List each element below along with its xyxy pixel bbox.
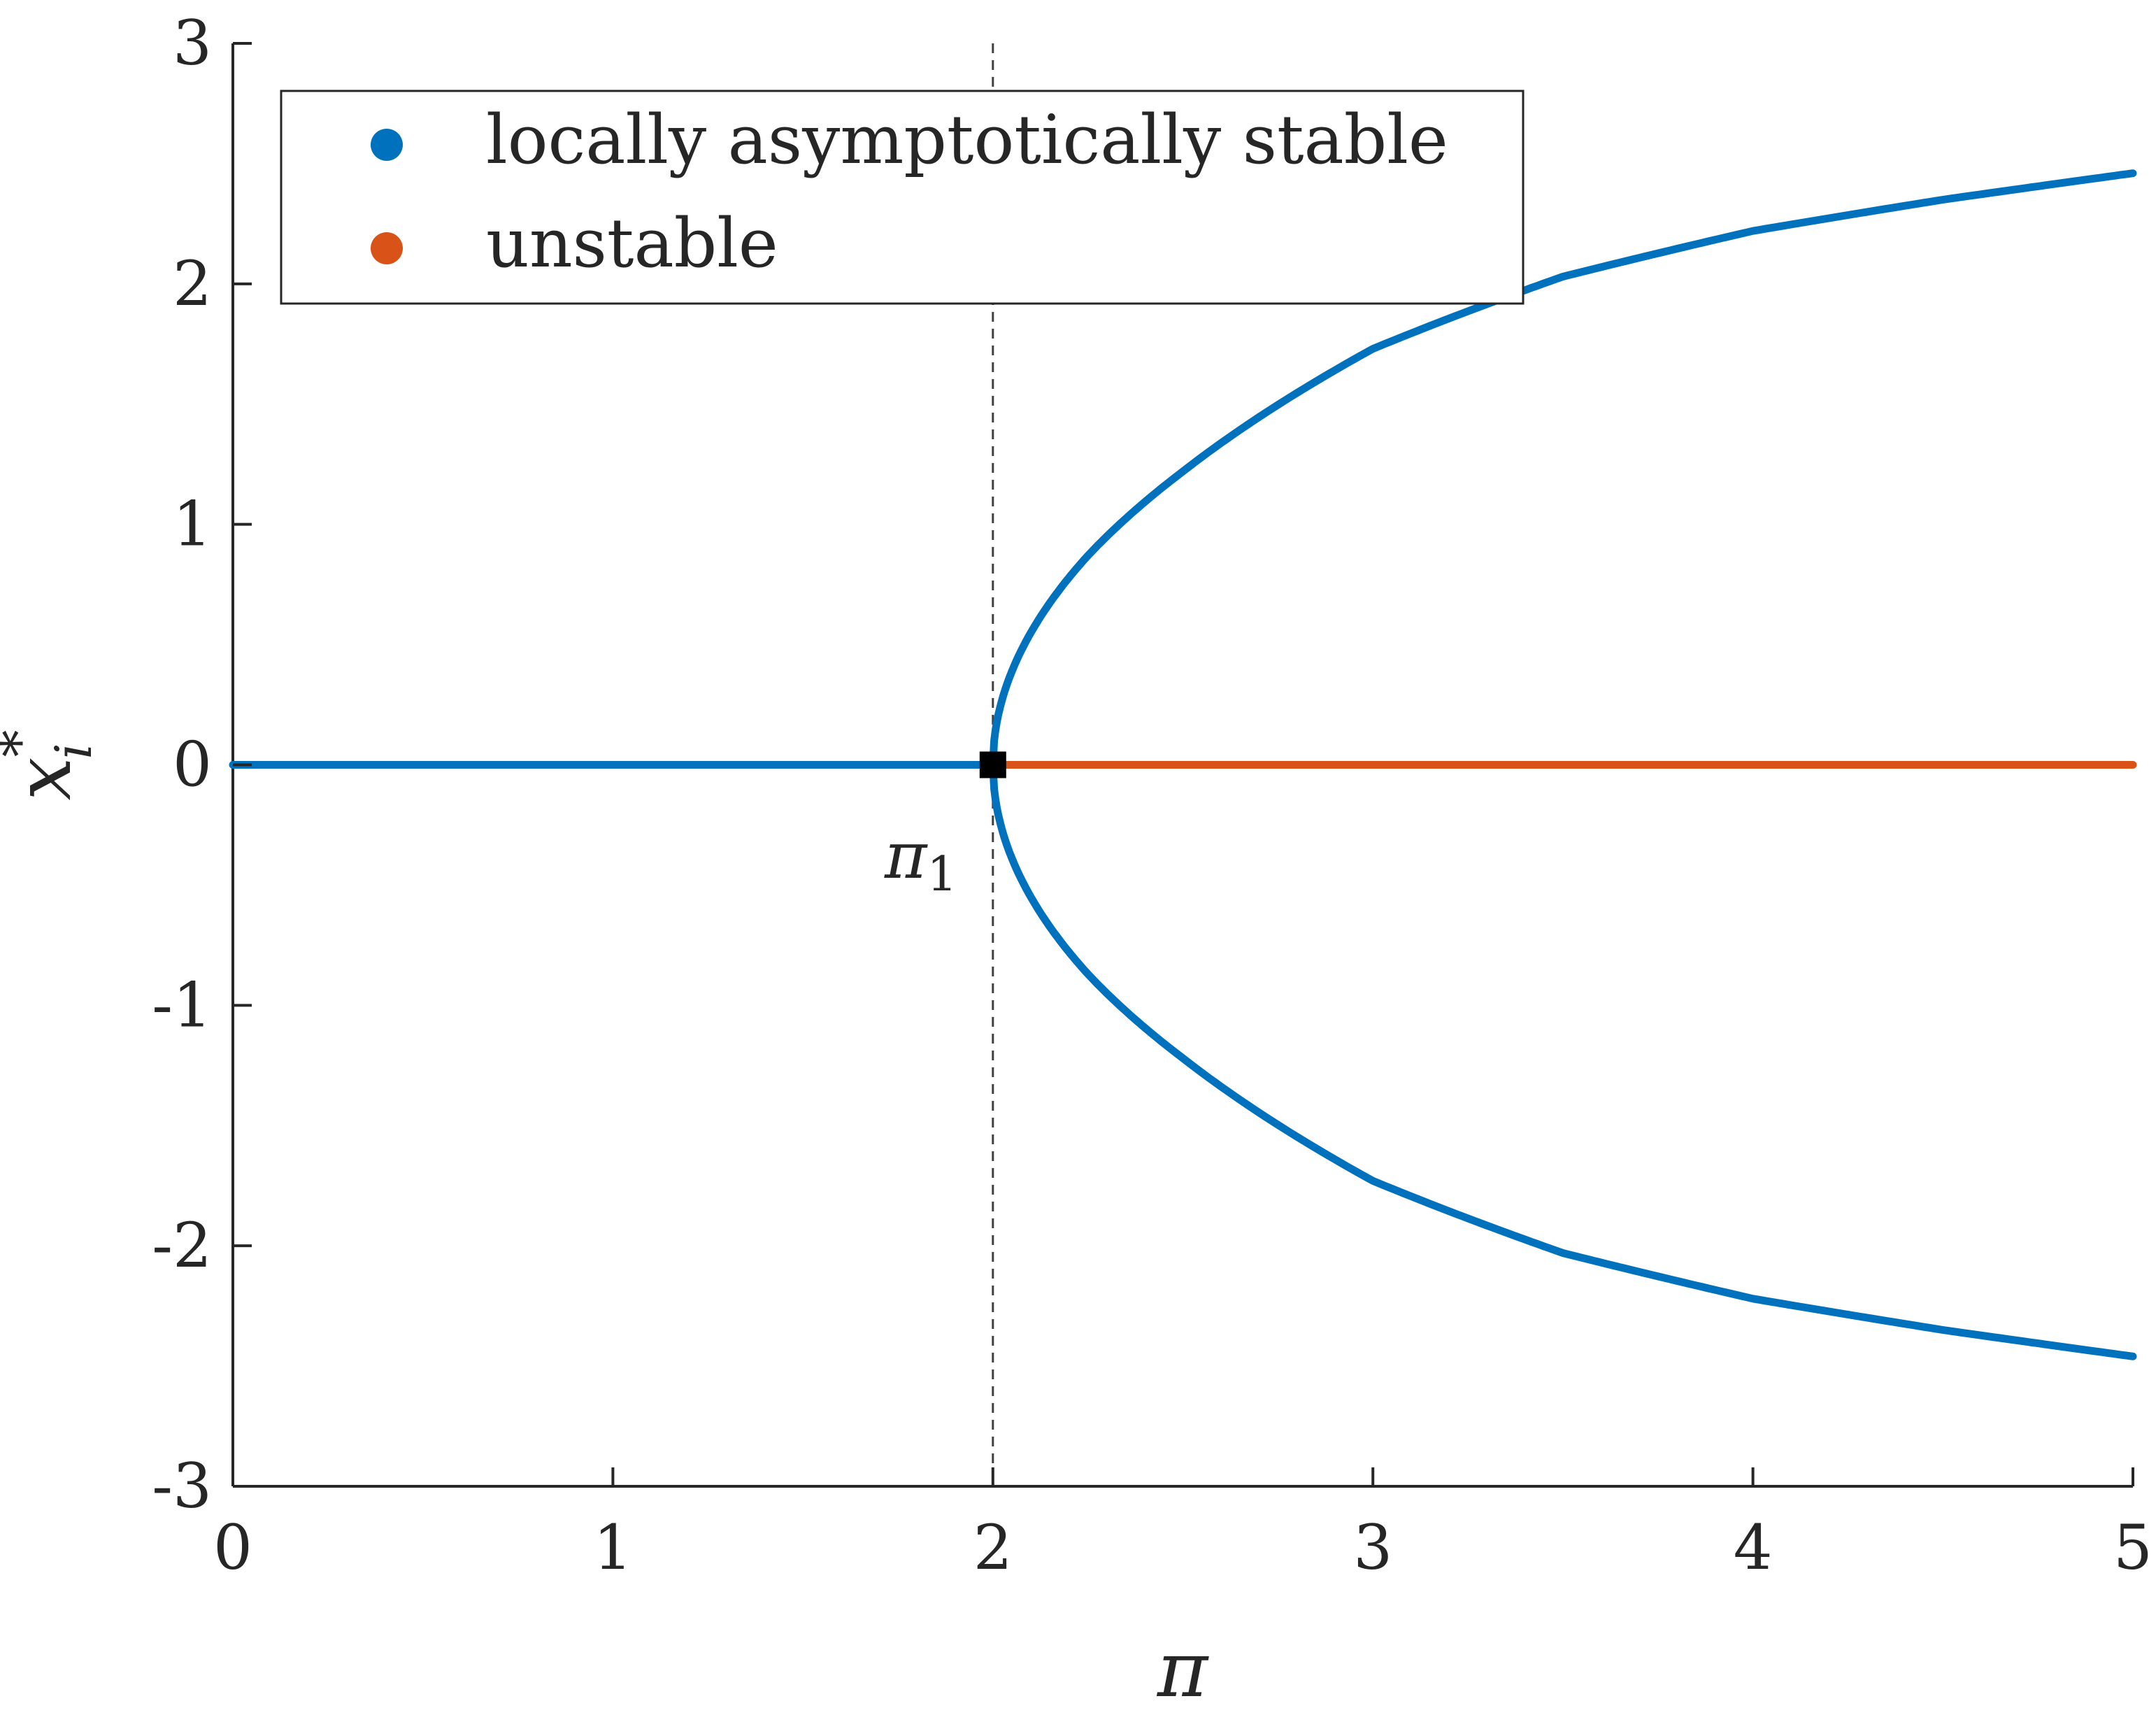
x-tick-label: 5 [2113, 1511, 2153, 1584]
bifurcation-marker-group [979, 751, 1006, 778]
series-group [229, 169, 2137, 1360]
series-stable-upper-branch [989, 169, 2137, 769]
bifurcation-label: π1 [884, 818, 957, 902]
legend-box [280, 90, 1525, 305]
x-tick-label: 0 [213, 1511, 252, 1584]
ticks-group: 0 1 2 3 4 5 -3 -2 -1 0 1 2 3 [152, 7, 2153, 1584]
svg-text:x*i: x*i [0, 730, 103, 800]
x-tick-label: 1 [593, 1511, 632, 1584]
y-tick-label: -1 [152, 969, 212, 1041]
y-tick-label: -3 [152, 1450, 212, 1522]
x-tick-label: 4 [1734, 1511, 1773, 1584]
legend-marker-unstable [371, 232, 403, 264]
legend-label-stable: locally asymptotically stable [486, 101, 1448, 179]
y-tick-label: 2 [173, 248, 212, 320]
legend-label-unstable: unstable [486, 204, 778, 283]
legend: locally asymptotically stable unstable [280, 90, 1525, 305]
legend-marker-stable [371, 129, 403, 161]
y-tick-label: -2 [152, 1209, 212, 1281]
x-tick-label: 2 [973, 1511, 1013, 1584]
series-stable-lower-branch [989, 761, 2137, 1360]
x-axis-title: π [1157, 1625, 1209, 1714]
y-tick-label: 0 [173, 729, 212, 801]
y-tick-label: 1 [173, 488, 212, 560]
y-tick-label: 3 [173, 7, 212, 79]
x-tick-label: 3 [1353, 1511, 1392, 1584]
y-axis-title: x*i [0, 730, 103, 800]
bifurcation-point-marker [979, 751, 1006, 778]
